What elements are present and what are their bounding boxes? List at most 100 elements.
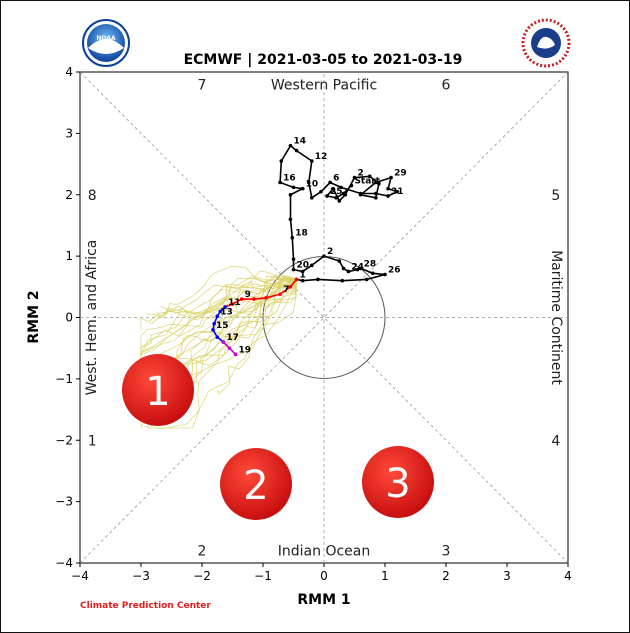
region-label-left: West. Hem. and Africa bbox=[84, 240, 100, 396]
forecast-point bbox=[278, 292, 282, 296]
observed-point bbox=[300, 186, 305, 191]
forecast-point bbox=[211, 327, 215, 332]
observed-point bbox=[358, 266, 363, 271]
observed-point bbox=[389, 175, 393, 180]
phase-label: 7 bbox=[198, 77, 207, 93]
x-tick-label: 3 bbox=[503, 569, 511, 583]
observed-point bbox=[339, 185, 343, 190]
forecast-point bbox=[227, 346, 232, 350]
observed-point bbox=[377, 181, 381, 186]
annotation-badge-2: 2 bbox=[220, 448, 292, 520]
forecast-point bbox=[233, 352, 238, 357]
ensemble-member-line bbox=[140, 276, 297, 376]
forecast-point bbox=[221, 340, 226, 344]
observed-point bbox=[306, 180, 311, 185]
region-label-bottom: Indian Ocean bbox=[278, 544, 370, 560]
x-tick-label: −4 bbox=[71, 569, 89, 583]
observed-day-label: 1 bbox=[300, 270, 306, 280]
svg-text:NOAA: NOAA bbox=[96, 35, 116, 42]
phase-label: 4 bbox=[551, 433, 560, 449]
observed-day-label: 18 bbox=[295, 229, 308, 239]
phase-label: 5 bbox=[551, 188, 560, 204]
diagonal-guide bbox=[79, 71, 569, 564]
observed-day-label: 16 bbox=[283, 173, 296, 183]
observed-point bbox=[291, 267, 296, 272]
ensemble-member-line bbox=[140, 279, 297, 351]
y-tick-label: −4 bbox=[55, 556, 73, 570]
observed-point bbox=[319, 189, 323, 194]
region-label-top: Western Pacific bbox=[271, 77, 377, 93]
forecast-point bbox=[215, 314, 220, 319]
y-axis-label: RMM 2 bbox=[26, 290, 42, 343]
observed-day-label: 12 bbox=[315, 152, 328, 162]
ensemble-member-line bbox=[152, 277, 297, 371]
badge-label-1: 1 bbox=[145, 369, 170, 415]
observed-point bbox=[395, 189, 400, 194]
forecast-point bbox=[230, 302, 235, 306]
forecast-day-label: 17 bbox=[226, 333, 239, 343]
observed-point bbox=[355, 267, 360, 272]
forecast-point bbox=[294, 277, 299, 282]
phase-label: 3 bbox=[442, 544, 451, 560]
observed-point bbox=[334, 196, 339, 200]
y-tick-label: 3 bbox=[65, 126, 73, 140]
observed-point bbox=[343, 192, 348, 197]
x-tick-label: −1 bbox=[254, 569, 272, 583]
observed-day-label: 28 bbox=[364, 259, 377, 269]
forecast-day-label: 13 bbox=[220, 307, 233, 317]
x-tick-label: 1 bbox=[381, 569, 389, 583]
y-tick-label: −2 bbox=[55, 433, 73, 447]
observed-day-label: 31 bbox=[391, 187, 404, 197]
ensemble-member-line bbox=[140, 275, 297, 331]
y-tick-label: 0 bbox=[65, 311, 73, 325]
observed-point bbox=[374, 180, 378, 185]
observed-point bbox=[367, 174, 372, 179]
observed-point bbox=[288, 143, 293, 148]
x-tick-label: 4 bbox=[564, 569, 572, 583]
phase-label: 2 bbox=[198, 544, 207, 560]
observed-point bbox=[364, 277, 369, 282]
observed-day-label: 20 bbox=[297, 261, 310, 271]
forecast-point bbox=[215, 335, 220, 339]
observed-point bbox=[288, 217, 293, 222]
annotation-badge-3: 3 bbox=[362, 446, 434, 518]
forecast-day-label: 9 bbox=[245, 290, 251, 300]
observed-day-label: Start bbox=[354, 177, 380, 187]
observed-point bbox=[300, 269, 305, 274]
credit-text: Climate Prediction Center bbox=[80, 601, 211, 611]
annotation-badge-1: 1 bbox=[122, 354, 194, 426]
noaa-logo-icon: NOAA bbox=[82, 19, 130, 67]
observed-point bbox=[325, 194, 329, 198]
observed-day-label: 25 bbox=[330, 187, 343, 197]
chart-title: ECMWF | 2021-03-05 to 2021-03-19 bbox=[184, 52, 463, 68]
observed-point bbox=[386, 194, 390, 198]
observed-point bbox=[279, 159, 284, 163]
observed-point bbox=[358, 191, 363, 196]
observed-point bbox=[374, 191, 378, 196]
observed-day-label: 6 bbox=[333, 173, 339, 183]
phase-label: 6 bbox=[442, 77, 451, 93]
observed-point bbox=[310, 196, 314, 200]
observed-day-label: 29 bbox=[394, 169, 407, 179]
observed-point bbox=[331, 186, 335, 191]
observed-point bbox=[383, 272, 387, 277]
ensemble-member-line bbox=[160, 279, 297, 319]
nws-logo-icon bbox=[521, 18, 571, 68]
phase-label: 1 bbox=[88, 433, 97, 449]
observed-point bbox=[310, 263, 314, 268]
forecast-point bbox=[239, 297, 244, 301]
observed-point bbox=[322, 254, 326, 258]
forecast-day-label: 19 bbox=[239, 345, 252, 355]
x-tick-label: 0 bbox=[320, 569, 328, 583]
observed-day-label: 2 bbox=[358, 169, 364, 179]
observed-point bbox=[294, 148, 299, 153]
observed-day-label: 24 bbox=[351, 262, 364, 272]
observed-point bbox=[386, 186, 390, 191]
forecast-point bbox=[212, 321, 216, 326]
region-label-right: Maritime Continent bbox=[548, 250, 564, 385]
y-tick-label: 4 bbox=[65, 65, 73, 79]
x-tick-label: −2 bbox=[193, 569, 211, 583]
forecast-day-label: 11 bbox=[228, 298, 241, 308]
